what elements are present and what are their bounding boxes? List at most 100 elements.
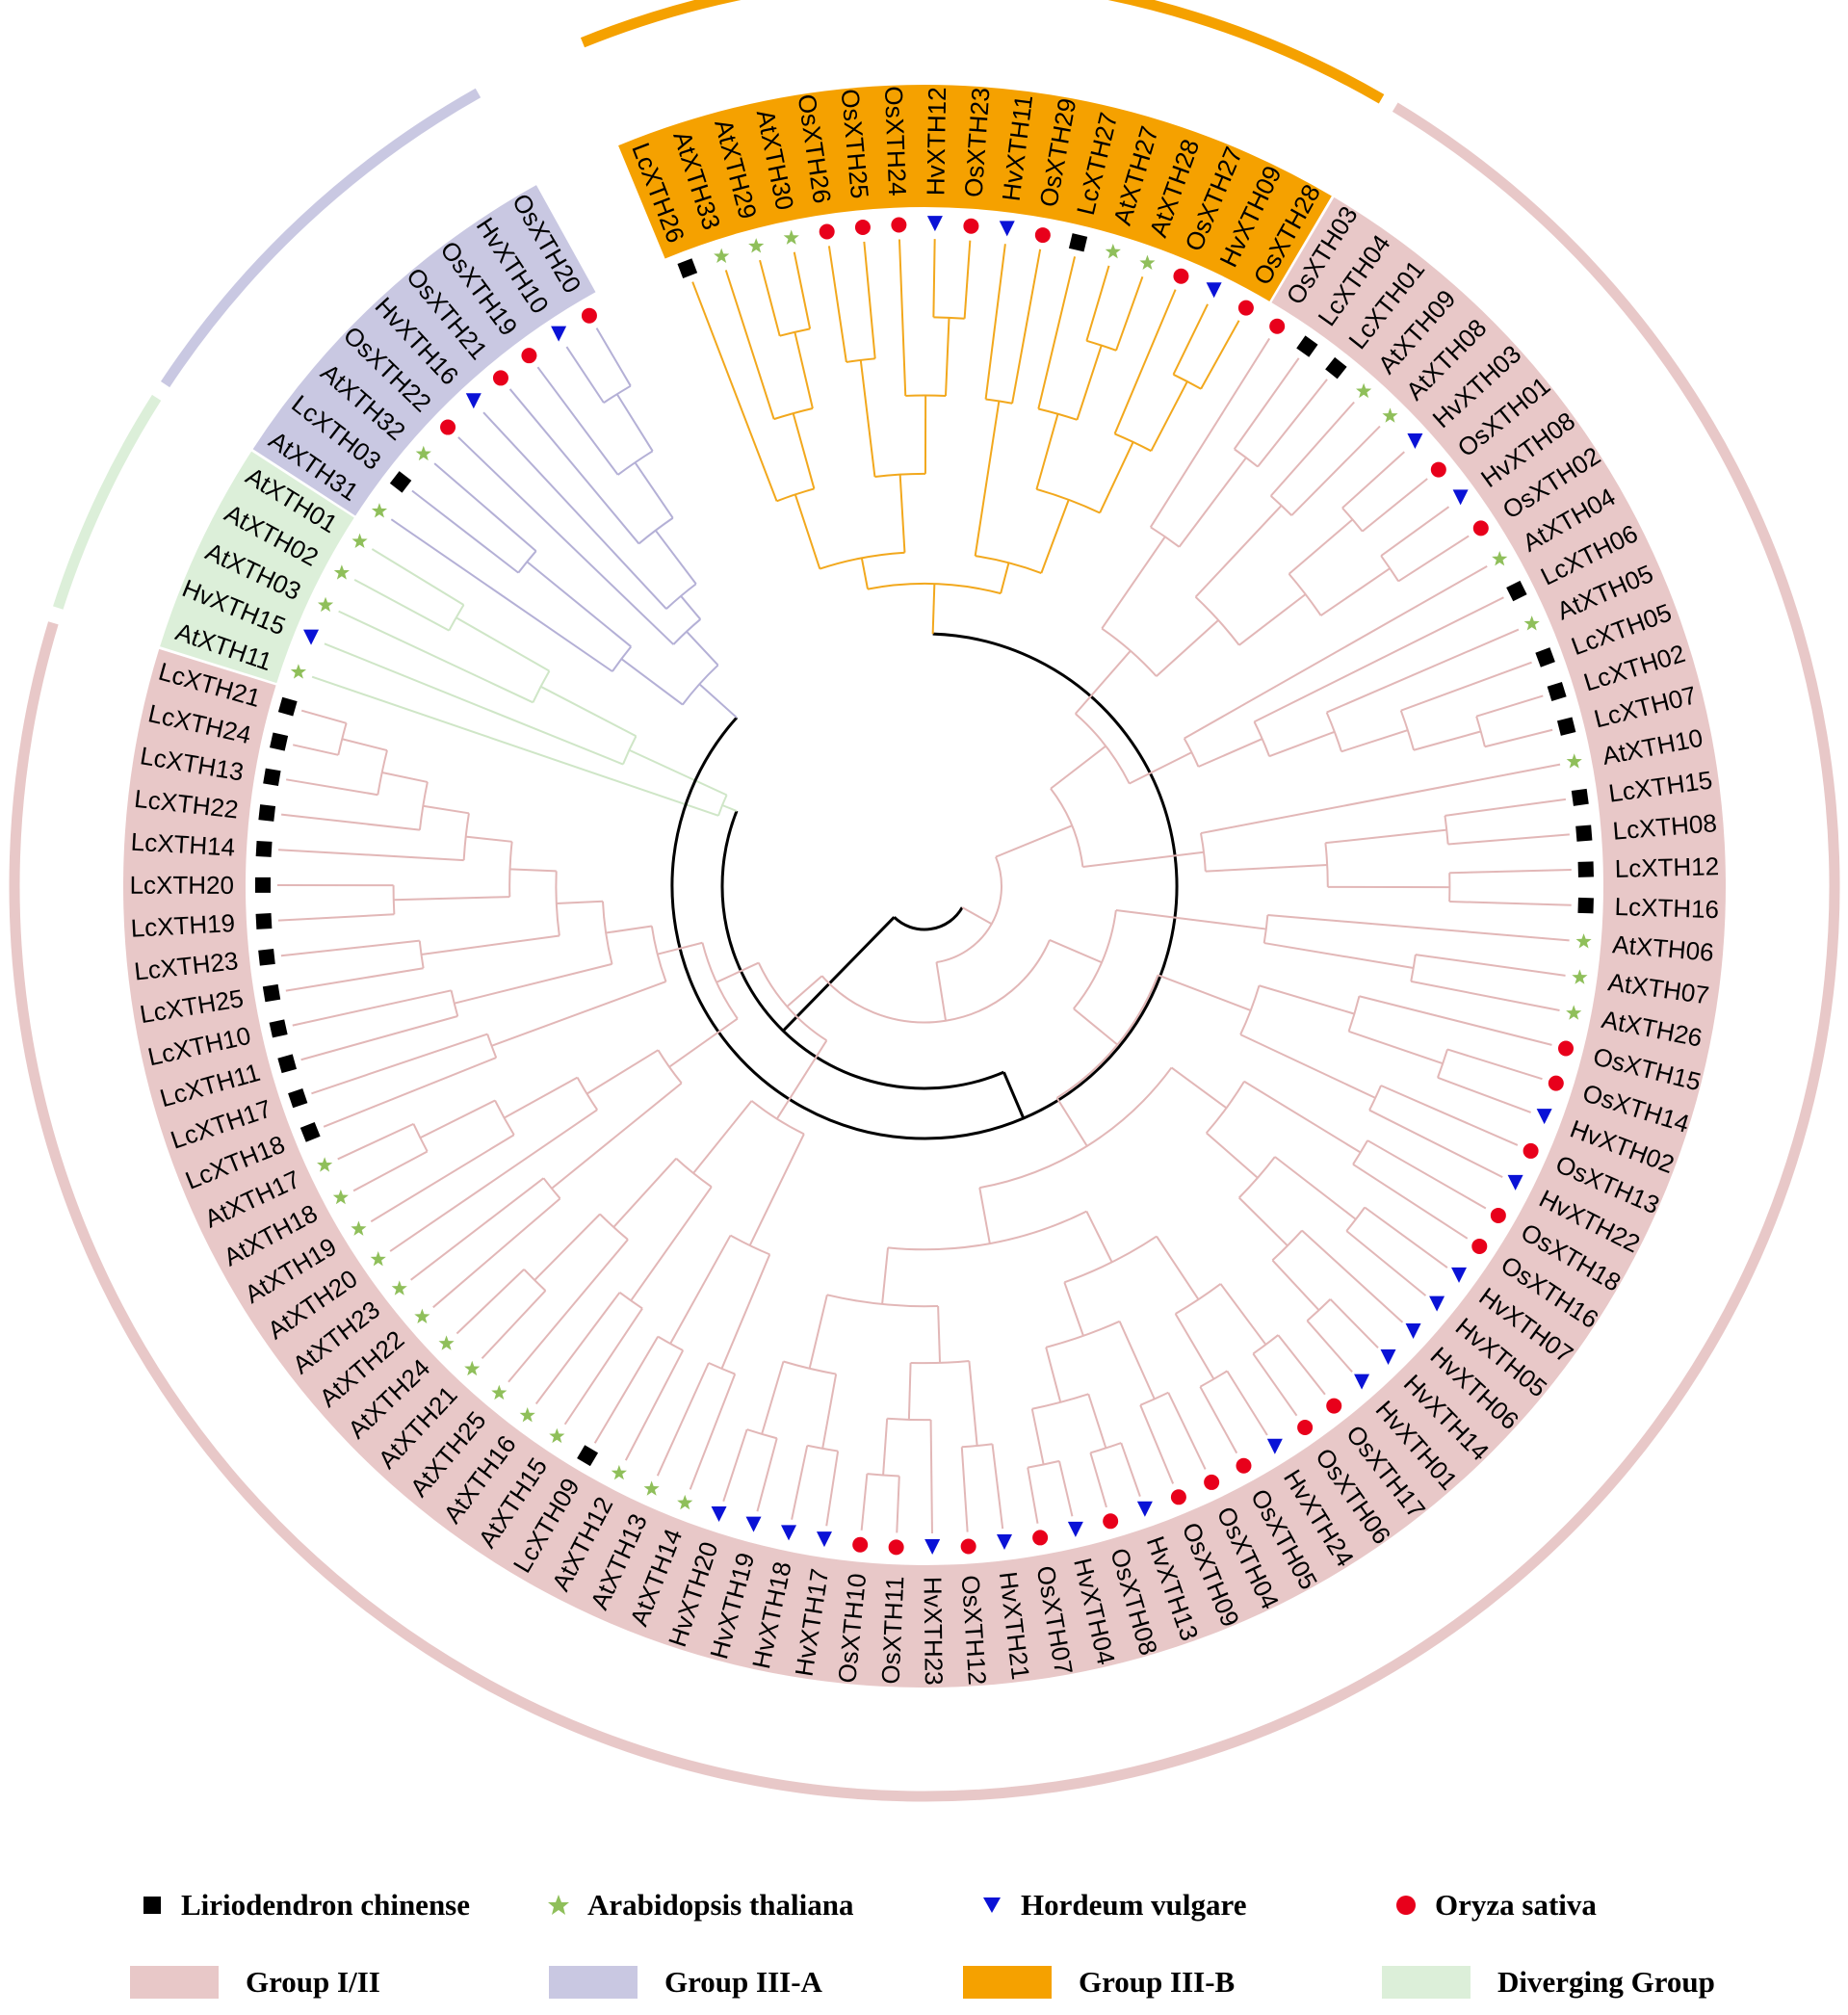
branch-line (300, 709, 347, 724)
branch-line (898, 239, 907, 396)
branch-line (381, 772, 429, 783)
branch-arc (820, 939, 1051, 1024)
branch-line (630, 1186, 713, 1301)
branch-line (1167, 1392, 1207, 1470)
branch-line (1243, 1080, 1362, 1154)
branch-line (756, 1438, 778, 1512)
branch-line (657, 941, 703, 955)
triangle-marker (781, 1525, 797, 1541)
branch-line (410, 1177, 545, 1281)
circle-marker (1490, 1207, 1506, 1223)
branch-line (508, 1239, 629, 1383)
square-marker (1068, 233, 1088, 252)
branch-line (432, 1197, 561, 1309)
branch-line (1415, 954, 1566, 977)
branch-line (863, 241, 876, 359)
branch-line (423, 804, 470, 815)
square-marker (1325, 356, 1347, 379)
branch-arc (1031, 1393, 1089, 1410)
branch-line (720, 1253, 771, 1370)
branch-line (1200, 320, 1240, 390)
branch-arc (1347, 995, 1361, 1033)
star-marker (1139, 254, 1156, 271)
square-marker (255, 840, 273, 857)
branch-line (620, 658, 684, 706)
branch-line (615, 393, 654, 452)
branch-line (1156, 1236, 1200, 1300)
branch-line (1063, 1281, 1084, 1337)
branch-line (761, 1361, 785, 1435)
branch-line (1445, 798, 1567, 817)
square-marker (577, 1445, 599, 1467)
circle-marker (854, 219, 871, 235)
branch-arc (1090, 1442, 1122, 1454)
star-marker (491, 1384, 508, 1400)
branch-arc (887, 1210, 1087, 1251)
branch-line (991, 1444, 1004, 1530)
branch-arc (1399, 710, 1416, 751)
branch-arc (1101, 627, 1158, 677)
circle-marker (819, 223, 835, 240)
branch-arc (1345, 1206, 1366, 1232)
circle-marker (492, 370, 508, 386)
square-marker (288, 1088, 308, 1109)
branch-line (1037, 256, 1077, 409)
branch-line (1271, 1259, 1320, 1311)
star-marker (1105, 243, 1121, 259)
branch-line (827, 246, 847, 363)
legend-label: Hordeum vulgare (1021, 1888, 1247, 1922)
branch-line (898, 474, 906, 553)
branch-arc (1075, 713, 1131, 784)
branch-arc (508, 841, 513, 898)
legend-label: Group I/II (246, 1965, 380, 1999)
branch-arc (846, 357, 875, 363)
triangle-marker (745, 1516, 762, 1532)
triangle-marker (303, 629, 320, 645)
circle-marker (1173, 268, 1189, 284)
branch-line (656, 1362, 710, 1477)
branch-line (612, 1158, 677, 1228)
circle-marker (1548, 1075, 1564, 1091)
branch-line (534, 1292, 621, 1405)
star-marker (519, 1407, 535, 1423)
branch-line (1099, 441, 1134, 513)
branch-line (371, 548, 465, 606)
circle-marker (1558, 1040, 1575, 1057)
square-marker (1577, 861, 1594, 877)
branch-line (935, 961, 948, 1021)
circle-marker-icon (1387, 1891, 1425, 1920)
branch-line (1050, 745, 1106, 790)
branch-line (1288, 518, 1354, 575)
square-marker (1556, 717, 1576, 736)
branch-line (984, 244, 1006, 400)
branch-line (859, 359, 876, 478)
branch-line (1055, 1097, 1088, 1147)
branch-arc (542, 1177, 561, 1199)
branch-line (482, 411, 667, 610)
triangle-marker (997, 1533, 1013, 1550)
branch-arc (975, 555, 1042, 574)
branch-line (292, 989, 452, 1027)
triangle-marker (1451, 1267, 1468, 1283)
branch-line (1411, 980, 1560, 1012)
branch-line (324, 642, 624, 766)
branch-arc (412, 1123, 429, 1152)
branch-arc (1368, 1085, 1382, 1112)
branch-arc (1341, 507, 1364, 533)
branch-line (721, 804, 738, 812)
legend-label: Group III-A (664, 1965, 822, 1999)
branch-line (526, 561, 632, 648)
branch-line (1449, 868, 1572, 875)
outer-group-ring (9, 0, 1840, 1802)
branch-line (1058, 1460, 1074, 1517)
branch-arc (1325, 712, 1342, 752)
branch-arc (933, 316, 965, 320)
branch-line (775, 1039, 828, 1120)
branch-line (1049, 939, 1103, 964)
triangle-marker (926, 216, 943, 232)
branch-arc (757, 962, 827, 1042)
branch-line (686, 630, 719, 667)
branch-line (540, 685, 637, 738)
branch-line (1027, 1467, 1039, 1524)
branch-arc (1063, 1235, 1158, 1284)
